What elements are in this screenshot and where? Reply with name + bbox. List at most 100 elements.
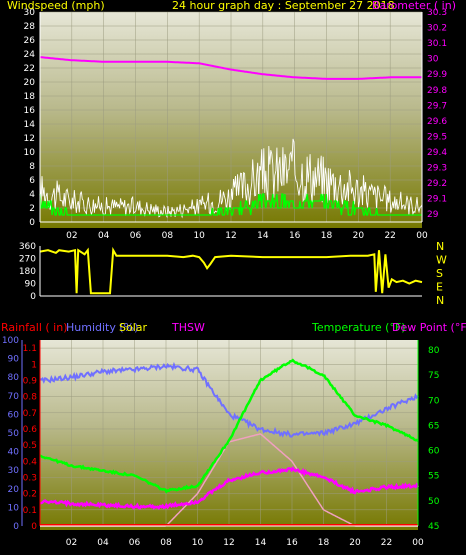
barometer-tick-label: 29.9 xyxy=(427,70,447,80)
temperature-time-tick-label: 18 xyxy=(318,538,330,548)
rainfall-tick-label: 0.9 xyxy=(23,376,38,386)
rainfall-tick-label: 0.3 xyxy=(23,473,37,483)
wind-time-tick-label: 14 xyxy=(257,231,269,241)
temperature-time-tick-label: 06 xyxy=(129,538,141,548)
windspeed-label: Windspeed (mph) xyxy=(7,0,105,12)
rainfall-tick-label: 0.5 xyxy=(23,441,37,451)
direction-axis: 360 270 180 90 0 xyxy=(19,242,422,302)
wind-time-axis: 02 04 06 08 10 12 14 16 18 20 22 00 xyxy=(40,221,428,241)
temperature-legend: Temperature (°F) xyxy=(311,321,406,334)
barometer-tick-label: 30.3 xyxy=(427,8,447,18)
wind-time-tick-label: 06 xyxy=(130,231,142,241)
compass-direction-label: N xyxy=(436,294,444,307)
barometer-tick-label: 30.2 xyxy=(427,24,447,34)
windspeed-tick-label: 12 xyxy=(24,134,35,144)
windspeed-tick-label: 20 xyxy=(24,78,36,88)
solar-legend: Solar xyxy=(119,321,148,334)
barometer-tick-label: 29.2 xyxy=(427,179,447,189)
wind-time-tick-label: 18 xyxy=(321,231,333,241)
direction-series xyxy=(39,246,423,295)
temperature-time-tick-label: 14 xyxy=(255,538,267,548)
temperature-time-tick-label: 02 xyxy=(66,538,77,548)
wind-time-tick-label: 20 xyxy=(353,231,365,241)
rainfall-tick-label: 0.1 xyxy=(23,506,37,516)
humidity-tick-label: 60 xyxy=(8,410,20,420)
windspeed-tick-label: 22 xyxy=(24,64,35,74)
direction-tick-label: 360 xyxy=(19,242,36,252)
windspeed-tick-label: 24 xyxy=(24,50,36,60)
barometer-tick-label: 29.3 xyxy=(427,164,447,174)
humidity-tick-label: 30 xyxy=(8,466,20,476)
wind-time-tick-label: 08 xyxy=(162,231,174,241)
rainfall-tick-label: 1.1 xyxy=(23,344,37,354)
barometer-tick-label: 29.7 xyxy=(427,101,447,111)
windspeed-tick-label: 2 xyxy=(29,204,35,214)
windspeed-tick-label: 4 xyxy=(29,190,35,200)
humidity-tick-label: 90 xyxy=(8,355,20,365)
direction-tick-label: 180 xyxy=(19,267,36,277)
temperature-axis: 80 75 70 65 60 55 50 45 xyxy=(417,340,440,532)
temperature-tick-label: 55 xyxy=(428,472,439,482)
temperature-time-axis: 02 04 06 08 10 12 14 16 18 20 22 00 xyxy=(40,525,424,548)
temperature-time-tick-label: 22 xyxy=(381,538,392,548)
compass-direction-label: W xyxy=(436,254,447,267)
temperature-time-tick-label: 08 xyxy=(160,538,172,548)
rainfall-tick-label: 0.7 xyxy=(23,409,37,419)
windspeed-tick-label: 30 xyxy=(24,8,36,18)
rainfall-tick-label: 0.8 xyxy=(23,393,38,403)
compass-direction-label: S xyxy=(436,267,443,280)
temperature-tick-label: 60 xyxy=(428,447,440,457)
rainfall-tick-label: 1 xyxy=(31,360,37,370)
windspeed-tick-label: 26 xyxy=(24,36,36,46)
temperature-tick-label: 75 xyxy=(428,371,439,381)
rainfall-legend: Rainfall ( in) xyxy=(1,321,68,334)
thsw-legend: THSW xyxy=(171,321,205,334)
temperature-tick-label: 80 xyxy=(428,346,440,356)
windspeed-tick-label: 18 xyxy=(24,92,36,102)
windspeed-tick-label: 10 xyxy=(24,148,36,158)
wind-time-tick-label: 22 xyxy=(384,231,395,241)
temperature-time-tick-label: 10 xyxy=(192,538,204,548)
windspeed-tick-label: 8 xyxy=(29,162,35,172)
humidity-tick-label: 70 xyxy=(8,392,20,402)
temperature-time-tick-label: 04 xyxy=(97,538,109,548)
temperature-tick-label: 45 xyxy=(428,522,439,532)
windspeed-tick-label: 6 xyxy=(29,176,35,186)
rainfall-tick-label: 0.4 xyxy=(23,457,38,467)
chart-title: 24 hour graph day : September 27 2018 xyxy=(172,0,395,12)
dewpoint-series-line xyxy=(39,466,420,510)
temperature-tick-label: 65 xyxy=(428,421,439,431)
rainfall-tick-label: 0 xyxy=(31,522,37,532)
humidity-series-line xyxy=(39,361,419,438)
humidity-tick-label: 100 xyxy=(2,336,19,346)
compass-direction-label: N xyxy=(436,240,444,253)
temperature-tick-label: 70 xyxy=(428,396,440,406)
barometer-tick-label: 29.4 xyxy=(427,148,447,158)
temperature-time-tick-label: 20 xyxy=(349,538,361,548)
wind-grid xyxy=(39,11,423,223)
barometer-tick-label: 29.5 xyxy=(427,132,447,142)
temperature-series-line xyxy=(39,358,419,494)
windspeed-tick-label: 28 xyxy=(24,22,36,32)
rainfall-tick-label: 0.6 xyxy=(23,425,38,435)
humidity-tick-label: 20 xyxy=(8,485,20,495)
barometer-label: Barometer ( in) xyxy=(372,0,456,12)
wind-time-tick-label: 10 xyxy=(193,231,205,241)
barometer-axis: 30.3 30.2 30.1 30 29.9 29.8 29.7 29.6 29.5 29.4 29… xyxy=(421,8,447,222)
barometer-tick-label: 29 xyxy=(427,210,439,220)
temperature-time-tick-label: 00 xyxy=(412,538,424,548)
direction-series-line xyxy=(39,246,423,295)
wind-time-tick-label: 16 xyxy=(289,231,301,241)
wind-time-tick-label: 00 xyxy=(416,231,428,241)
wind-series xyxy=(39,56,423,219)
barometer-series-line xyxy=(39,56,422,80)
direction-tick-label: 90 xyxy=(25,280,37,290)
humidity-tick-label: 0 xyxy=(13,522,19,532)
humidity-tick-label: 10 xyxy=(8,503,20,513)
barometer-tick-label: 29.1 xyxy=(427,195,447,205)
humidity-tick-label: 50 xyxy=(8,429,20,439)
windspeed-tick-label: 14 xyxy=(24,120,36,130)
